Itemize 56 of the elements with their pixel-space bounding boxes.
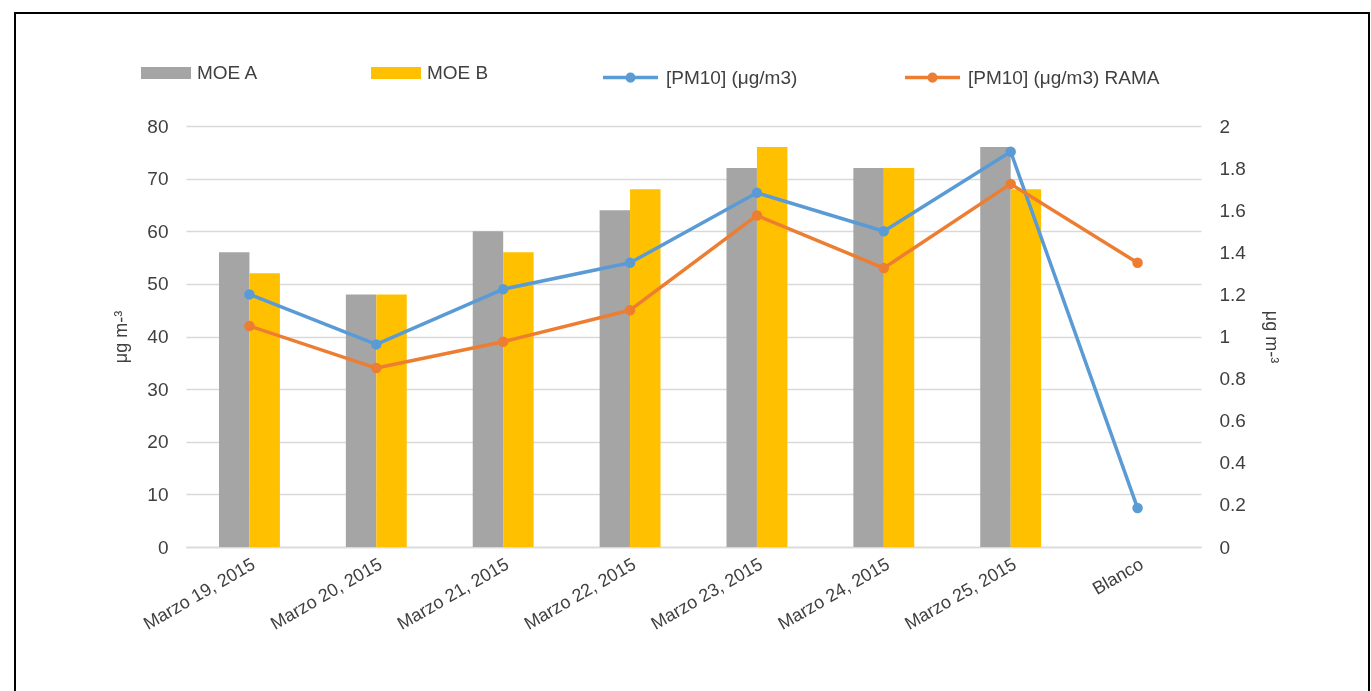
y2-tick-label: 0.8: [1219, 368, 1246, 390]
y-tick-label: 80: [147, 115, 169, 137]
bar: [218, 252, 250, 547]
point: [878, 262, 890, 274]
point: [1005, 146, 1016, 158]
point: [624, 304, 636, 316]
y-tick-label: 60: [147, 220, 169, 242]
y-tick-label: 50: [147, 273, 169, 295]
point: [751, 210, 763, 221]
bar: [599, 210, 631, 547]
y2-tick-label: 0: [1219, 536, 1231, 558]
point: [244, 320, 255, 332]
y2-tick-label: 1.6: [1219, 199, 1246, 221]
point: [1132, 257, 1143, 269]
point: [371, 339, 382, 350]
y-tick-label: 30: [147, 378, 169, 400]
y-tick-label: 70: [147, 168, 169, 190]
y2-tick-label: 0.4: [1219, 452, 1247, 474]
bar: [472, 231, 504, 547]
legend-label: MOE B: [427, 62, 489, 83]
bar: [980, 147, 1011, 547]
bar: [630, 189, 661, 547]
point: [878, 226, 890, 237]
bar: [345, 294, 377, 547]
y-axis-title: μg m-³: [111, 310, 132, 364]
y2-tick-label: 0.2: [1219, 494, 1246, 516]
bar: [756, 147, 788, 547]
y-tick-label: 20: [147, 431, 169, 453]
point: [1132, 502, 1143, 514]
y2-tick-label: 2: [1219, 115, 1231, 137]
y-tick-label: 0: [157, 536, 169, 558]
point: [371, 362, 382, 374]
bar: [503, 252, 534, 547]
bar: [376, 294, 407, 547]
bar: [1010, 189, 1042, 547]
y2-tick-label: 1: [1219, 326, 1231, 347]
point: [751, 187, 763, 199]
point: [624, 257, 636, 269]
point: [244, 289, 255, 300]
legend-label: MOE A: [197, 62, 258, 83]
y2-axis-title: μg m-³: [1261, 310, 1282, 364]
bar: [726, 168, 757, 547]
legend-label: [PM10] (μg/m3) RAMA: [968, 66, 1160, 88]
bar: [883, 168, 915, 547]
point: [497, 336, 509, 347]
bar: [853, 168, 884, 547]
point: [497, 283, 509, 295]
point: [1005, 178, 1016, 190]
bar: [249, 273, 280, 547]
y2-tick-label: 1.4: [1219, 241, 1247, 263]
y-tick-label: 40: [147, 326, 169, 347]
y2-tick-label: 1.8: [1219, 157, 1246, 179]
y2-tick-label: 0.6: [1219, 410, 1246, 432]
legend-label: [PM10] (μg/m3): [666, 66, 798, 88]
y2-tick-label: 1.2: [1219, 283, 1246, 305]
y-tick-label: 10: [147, 483, 169, 505]
